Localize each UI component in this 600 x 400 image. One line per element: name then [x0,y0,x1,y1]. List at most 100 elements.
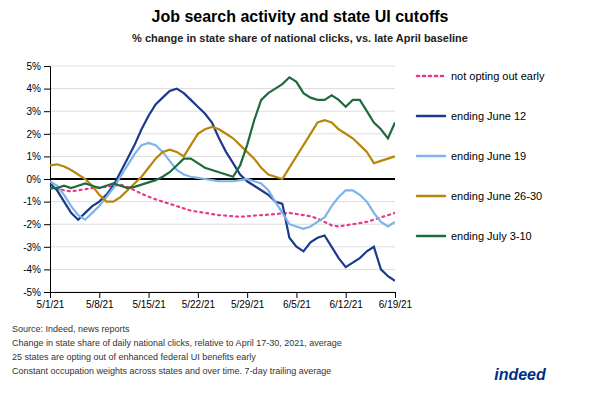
x-tick-label: 5/29/21 [231,299,265,310]
y-tick-mark [44,224,50,225]
y-tick-label: -3% [23,242,41,253]
y-tick-mark [44,89,50,90]
legend-item: ending June 12 [417,110,526,122]
y-tick-mark [44,269,50,270]
x-tick-mark [296,292,297,298]
x-tick-label: 6/5/21 [283,299,311,310]
title: Job search activity and state UI cutoffs [152,8,449,25]
x-tick-label: 5/22/21 [182,299,216,310]
legend-label: ending June 19 [451,150,526,162]
y-axis-line [44,67,51,293]
legend-swatch [417,155,445,158]
x-tick: 5/22/21 [182,292,216,310]
y-tick-mark [44,247,50,248]
grid-line [50,66,395,67]
x-tick: 5/29/21 [231,292,265,310]
y-tick: 1% [27,151,50,162]
x-tick-mark [198,292,199,298]
x-tick-label: 5/15/21 [132,299,166,310]
y-tick: 4% [27,83,50,94]
legend-item: ending July 3-10 [417,230,532,242]
series-line [50,77,395,188]
footnote: Source: Indeed, news reports [12,324,130,334]
subtitle: % change in state share of national clic… [132,32,468,44]
x-tick: 5/8/21 [86,292,114,310]
y-tick-mark [44,202,50,203]
footnote: Change in state share of daily national … [12,338,342,348]
x-tick-mark [149,292,150,298]
y-tick: 2% [27,129,50,140]
x-tick-label: 5/8/21 [86,299,114,310]
y-tick: 0% [27,174,50,185]
legend-swatch [417,195,445,198]
legend-label: ending June 26-30 [451,190,542,202]
y-tick-label: 5% [27,61,42,72]
grid-line [50,224,395,225]
grid-line [50,111,395,112]
grid-line [50,179,395,180]
y-tick-label: 2% [27,129,42,140]
x-tick-mark [395,292,396,298]
x-tick-label: 5/1/21 [37,299,65,310]
y-tick-mark [44,292,50,293]
y-tick-label: -2% [23,219,41,230]
y-tick-label: 4% [27,83,42,94]
y-tick: 3% [27,106,50,117]
series-line [50,120,395,201]
y-tick-label: 0% [27,174,42,185]
footnote: 25 states are opting out of enhanced fed… [12,352,256,362]
grid-line [50,88,395,89]
x-tick-mark [99,292,100,298]
plot-area: 5/1/21 5/8/21 5/15/21 5/22/21 5/29/21 6/5/21 6… [23,61,412,310]
y-tick-label: -5% [23,287,41,298]
x-tick: 6/5/21 [283,292,311,310]
x-tick: 6/12/21 [330,292,364,310]
y-tick: -2% [23,219,50,230]
y-axis: -5% -4% -3% -2% -1% 0% 1% 2% 3% 4% 5% [23,61,50,298]
x-axis: 5/1/21 5/8/21 5/15/21 5/22/21 5/29/21 6/5/21 6… [37,292,413,310]
y-tick-mark [44,66,50,67]
y-tick-mark [44,134,50,135]
legend-swatch [417,235,445,238]
legend: not opting out early ending June 12 ending… [417,70,545,242]
x-tick: 5/15/21 [132,292,166,310]
legend-label: ending June 12 [451,110,526,122]
zero-line [50,178,395,180]
y-tick-mark [44,156,50,157]
series-line [50,185,395,227]
y-tick: 5% [27,61,50,72]
x-tick: 6/19/21 [379,292,413,310]
y-tick: -3% [23,242,50,253]
footnote: Constant occupation weights across state… [12,366,331,376]
legend-label: not opting out early [451,70,545,82]
footnotes: Source: Indeed, news reports Change in st… [12,324,342,376]
legend-item: ending June 19 [417,150,526,162]
legend-item: ending June 26-30 [417,190,542,202]
chart: Job search activity and state UI cutoffs… [0,0,600,400]
y-tick-label: 3% [27,106,42,117]
x-tick-mark [247,292,248,298]
y-tick-label: -4% [23,264,41,275]
grid-line [50,269,395,270]
x-tick-mark [346,292,347,298]
x-tick-label: 6/12/21 [330,299,364,310]
y-tick: -5% [23,287,50,298]
legend-item: not opting out early [417,70,545,82]
y-tick-mark [44,179,50,180]
legend-swatch [417,75,445,78]
x-axis-line [51,293,396,299]
grid-line [50,156,395,157]
legend-label: ending July 3-10 [451,230,532,242]
grid [50,66,395,292]
grid-line [50,246,395,247]
x-tick-label: 6/19/21 [379,299,413,310]
y-tick: -4% [23,264,50,275]
series-line [50,89,395,281]
y-tick: -1% [23,196,50,207]
legend-swatch [417,115,445,118]
logo: indeed [494,366,547,383]
y-tick-label: -1% [23,196,41,207]
lines [50,77,395,280]
y-tick-label: 1% [27,151,42,162]
y-tick-mark [44,111,50,112]
